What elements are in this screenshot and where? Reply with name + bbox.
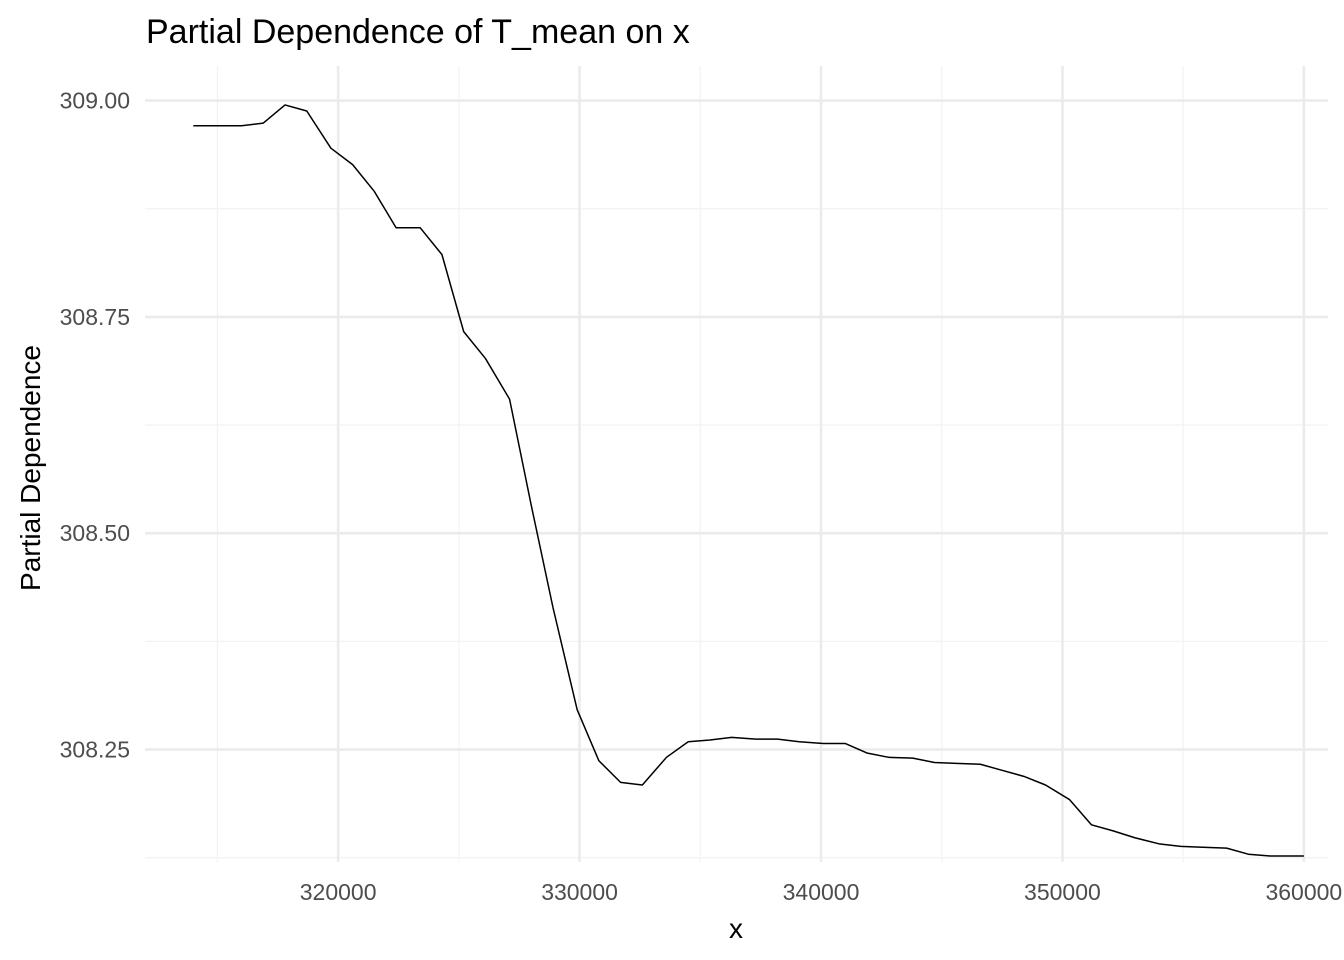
y-axis-tick-labels: 308.25 308.50 308.75 309.00	[60, 88, 130, 763]
y-tick-label: 309.00	[60, 88, 130, 114]
y-axis-title: Partial Dependence	[15, 345, 46, 591]
x-axis-tick-labels: 320000 330000 340000 350000 360000	[300, 879, 1342, 905]
minor-gridlines	[145, 66, 1328, 862]
y-tick-label: 308.75	[60, 304, 130, 330]
x-tick-label: 340000	[783, 879, 860, 905]
chart-title: Partial Dependence of T_mean on x	[146, 13, 690, 51]
y-tick-label: 308.50	[60, 520, 130, 546]
y-tick-label: 308.25	[60, 737, 130, 763]
partial-dependence-line	[193, 104, 1304, 857]
x-axis-title: x	[729, 913, 743, 944]
x-tick-label: 320000	[300, 879, 377, 905]
x-tick-label: 350000	[1024, 879, 1101, 905]
x-tick-label: 360000	[1265, 879, 1342, 905]
major-gridlines	[145, 66, 1328, 862]
x-tick-label: 330000	[541, 879, 618, 905]
